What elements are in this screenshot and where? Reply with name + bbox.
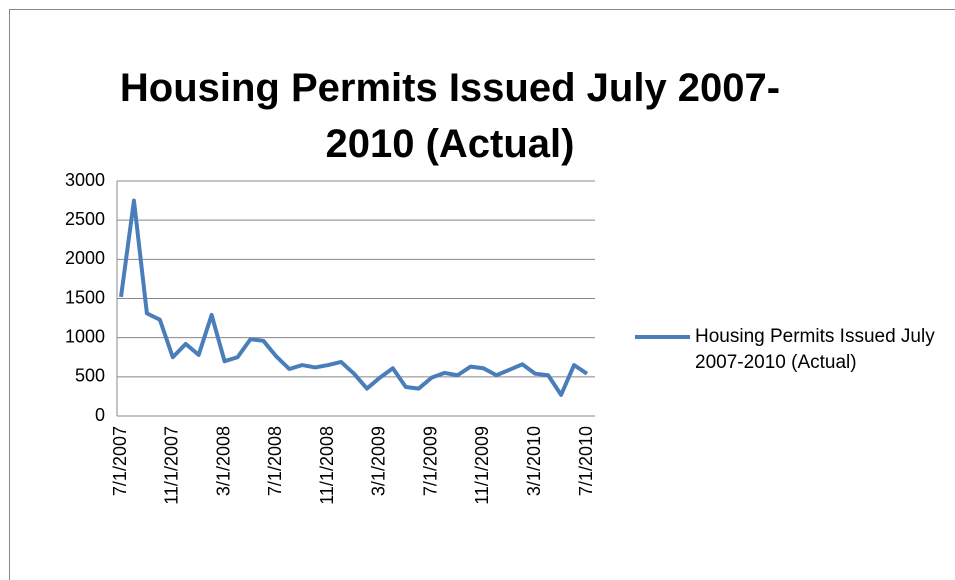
x-tick-label: 7/1/2010 (576, 426, 596, 496)
x-tick-label: 3/1/2008 (213, 426, 233, 496)
x-tick-label: 11/1/2008 (317, 426, 337, 505)
chart-title: Housing Permits Issued July 2007-2010 (A… (119, 66, 781, 166)
x-tick-label: 7/1/2009 (420, 426, 440, 496)
y-tick-label: 1500 (65, 287, 105, 307)
x-tick-label: 7/1/2008 (265, 426, 285, 496)
y-tick-label: 2000 (65, 248, 105, 268)
y-tick-label: 3000 (65, 170, 105, 190)
y-tick-label: 2500 (65, 209, 105, 229)
x-tick-label: 3/1/2010 (524, 426, 544, 496)
x-tick-label: 11/1/2007 (162, 426, 182, 505)
chart-border (9, 9, 955, 580)
y-tick-label: 500 (75, 366, 105, 386)
x-tick-label: 11/1/2009 (472, 426, 492, 505)
x-tick-label: 3/1/2009 (369, 426, 389, 496)
x-tick-label: 7/1/2007 (110, 426, 130, 496)
legend-label: Housing Permits Issued July 2007-2010 (A… (695, 326, 935, 373)
line-series (119, 198, 589, 397)
y-tick-label: 1000 (65, 326, 105, 346)
y-tick-label: 0 (95, 405, 105, 425)
